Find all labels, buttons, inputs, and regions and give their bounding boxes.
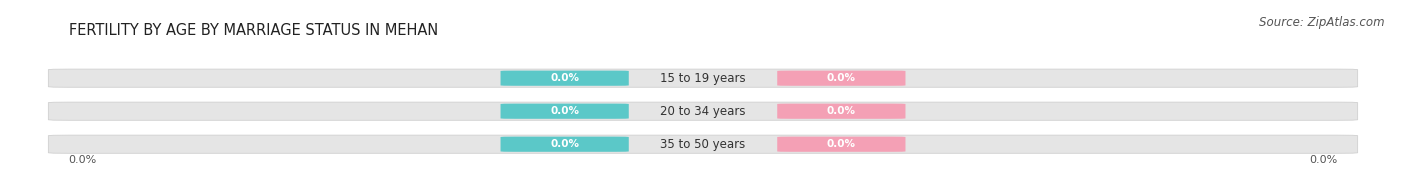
FancyBboxPatch shape (501, 137, 628, 152)
Text: Source: ZipAtlas.com: Source: ZipAtlas.com (1260, 16, 1385, 29)
Text: FERTILITY BY AGE BY MARRIAGE STATUS IN MEHAN: FERTILITY BY AGE BY MARRIAGE STATUS IN M… (69, 23, 437, 38)
Text: 0.0%: 0.0% (550, 139, 579, 149)
Text: 35 to 50 years: 35 to 50 years (661, 138, 745, 151)
FancyBboxPatch shape (778, 104, 905, 119)
FancyBboxPatch shape (48, 69, 1358, 87)
FancyBboxPatch shape (501, 71, 628, 86)
Text: 0.0%: 0.0% (550, 73, 579, 83)
FancyBboxPatch shape (501, 104, 628, 119)
Text: 0.0%: 0.0% (1309, 155, 1337, 165)
Legend: Married, Unmarried: Married, Unmarried (626, 193, 780, 196)
FancyBboxPatch shape (778, 137, 905, 152)
Text: 0.0%: 0.0% (827, 139, 856, 149)
Text: 0.0%: 0.0% (550, 106, 579, 116)
FancyBboxPatch shape (778, 71, 905, 86)
FancyBboxPatch shape (48, 102, 1358, 120)
Text: 0.0%: 0.0% (827, 73, 856, 83)
Text: 15 to 19 years: 15 to 19 years (661, 72, 745, 85)
Text: 0.0%: 0.0% (69, 155, 97, 165)
Text: 0.0%: 0.0% (827, 106, 856, 116)
FancyBboxPatch shape (48, 135, 1358, 153)
Text: 20 to 34 years: 20 to 34 years (661, 105, 745, 118)
